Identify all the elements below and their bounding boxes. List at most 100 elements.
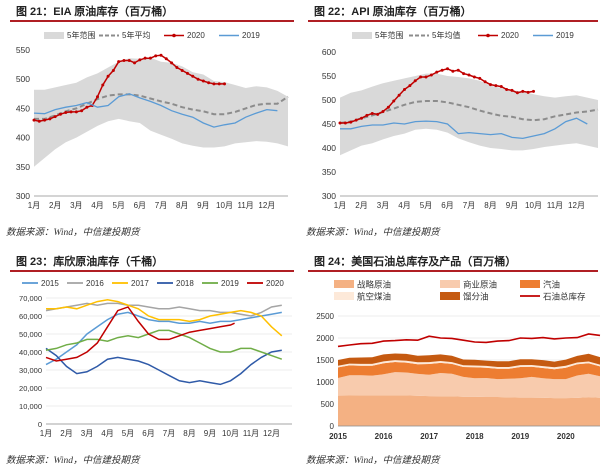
y-tick-label: 300 (16, 191, 30, 201)
series-point-2020 (164, 57, 168, 61)
series-point-2020 (196, 77, 200, 81)
series-point-2020 (133, 61, 137, 65)
legend-label: 2016 (86, 279, 104, 288)
legend-label: 5年均值 (432, 30, 460, 40)
legend-label: 汽油 (543, 280, 560, 290)
legend-label: 2020 (187, 31, 205, 40)
y-tick-label: 40,000 (19, 348, 42, 357)
area-商业原油 (338, 372, 600, 399)
series-point-2020 (456, 68, 460, 72)
series-point-2020 (526, 90, 530, 94)
x-tick-label: 1月 (334, 201, 346, 210)
x-tick-label: 6月 (142, 429, 154, 438)
y-tick-label: 1500 (316, 356, 334, 365)
range-band-1 (340, 73, 598, 156)
x-tick-label: 1月 (40, 429, 52, 438)
legend-swatch (352, 32, 372, 39)
series-line-5年平均 (34, 93, 289, 120)
series-point-2020 (451, 69, 455, 73)
x-tick-label: 4月 (398, 201, 410, 210)
series-point-2020 (69, 110, 73, 114)
x-tick-label: 8月 (484, 201, 496, 210)
series-line-2018 (45, 347, 282, 386)
y-tick-label: 2500 (316, 312, 334, 321)
series-point-2020 (148, 56, 152, 60)
y-tick-label: 500 (16, 74, 30, 84)
series-point-2020 (467, 73, 471, 77)
series-point-2020 (185, 71, 189, 75)
series-point-2020 (58, 112, 62, 116)
y-tick-label: 400 (16, 133, 30, 143)
series-point-2020 (170, 61, 174, 65)
y-tick-label: 0 (38, 420, 42, 429)
y-tick-label: 550 (16, 45, 30, 55)
legend-swatch (440, 280, 460, 288)
x-tick-label: 7月 (163, 429, 175, 438)
x-tick-label: 10月 (222, 429, 239, 438)
x-tick-label: 10月 (525, 201, 542, 210)
series-point-2020 (180, 68, 184, 72)
series-line-石油总库存 (337, 333, 601, 348)
x-tick-label: 9月 (204, 429, 216, 438)
x-tick-label: 7月 (155, 201, 167, 210)
y-tick-label: 300 (322, 191, 336, 201)
series-point-2020 (80, 109, 84, 113)
area-战略原油 (338, 395, 600, 426)
series-point-2020 (424, 75, 428, 79)
x-tick-label: 2018 (466, 432, 484, 441)
source-22: 数据来源：Wind，中信建投期货 (306, 228, 440, 238)
x-tick-label: 10月 (216, 201, 233, 210)
series-point-2020 (53, 115, 57, 119)
x-tick-label: 11月 (547, 201, 563, 210)
series-point-2020 (48, 117, 52, 121)
x-tick-label: 5月 (122, 429, 134, 438)
title-rule-23 (10, 270, 294, 272)
x-tick-label: 1月 (28, 201, 40, 210)
legend-swatch (334, 292, 354, 300)
series-line-2017 (46, 299, 283, 337)
legend-label: 5年范围 (67, 30, 95, 40)
legend-label: 2020 (501, 31, 519, 40)
legend-label: 5年平均 (122, 30, 150, 40)
chart-api: 300 350 400 450 500 550 600 1月 2月 3月 4月 5月 6月 7月 8月 9月 1… (322, 30, 599, 210)
series-point-2020 (37, 119, 41, 123)
legend-label: 2015 (41, 279, 59, 288)
series-point-2020 (85, 105, 89, 109)
series-point-2020 (515, 91, 519, 95)
y-tick-label: 500 (321, 400, 335, 409)
source-24: 数据来源：Wind，中信建投期货 (306, 456, 440, 466)
series-point-2020 (349, 120, 353, 124)
series-point-2020 (122, 59, 126, 63)
y-tick-label: 30,000 (19, 366, 42, 375)
x-tick-label: 3月 (81, 429, 93, 438)
series-line-2019 (340, 117, 588, 140)
series-point-2020 (386, 105, 390, 109)
chart-title-24: 图 24：美国石油总库存及产品（百万桶） (314, 256, 517, 268)
title-rule-21 (10, 20, 294, 22)
series-point-2020 (138, 58, 142, 62)
series-point-2020 (413, 79, 417, 83)
series-point-2020 (478, 76, 482, 80)
legend-label: 馏分油 (463, 292, 489, 302)
legend-swatch (44, 32, 64, 39)
series-point-2020 (403, 87, 406, 91)
x-tick-label: 4月 (91, 201, 103, 210)
legend-label: 2017 (131, 279, 149, 288)
legend-label: 2020 (266, 279, 284, 288)
y-tick-label: 50,000 (19, 330, 42, 339)
y-tick-label: 0 (330, 422, 335, 431)
y-tick-label: 10,000 (19, 402, 42, 411)
series-point-2020 (32, 118, 36, 122)
series-point-2020 (96, 95, 99, 99)
series-point-2020 (106, 74, 110, 78)
series-point-2020 (365, 113, 369, 117)
legend-label: 2019 (242, 31, 260, 40)
series-point-2020 (521, 89, 525, 93)
x-tick-label: 12月 (258, 201, 275, 210)
chart-eia: 300 350 400 450 500 550 1月 2月 3月 4月 5月 6月 7月 8月 9月 10月 1… (16, 30, 289, 210)
series-point-2020 (212, 82, 216, 86)
y-tick-label: 350 (322, 167, 336, 177)
series-point-2020 (532, 89, 535, 93)
area-航空煤油 (338, 360, 600, 370)
y-tick-label: 2000 (316, 334, 334, 343)
